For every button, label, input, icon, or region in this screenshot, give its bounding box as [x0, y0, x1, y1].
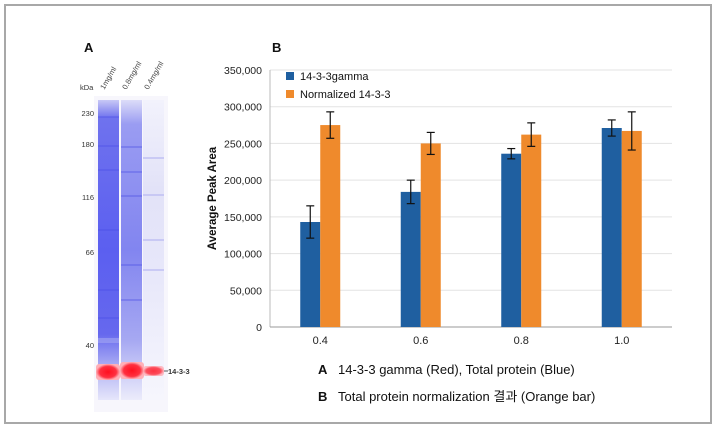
caption-b-text: Total protein normalization 결과 (Orange b… — [338, 389, 596, 404]
bar-normalized — [521, 134, 542, 327]
caption-a: A 14-3-3 gamma (Red), Total protein (Blue… — [318, 362, 575, 377]
bar-gamma — [501, 153, 522, 327]
x-tick-label: 0.8 — [514, 335, 529, 347]
caption-b-letter: B — [318, 389, 328, 404]
bar-normalized — [621, 130, 642, 327]
y-tick-label: 200,000 — [224, 175, 262, 187]
panel-a-letter: A — [84, 40, 94, 55]
y-tick-label: 350,000 — [224, 65, 262, 77]
bar-gamma — [400, 191, 421, 327]
caption-a-letter: A — [318, 362, 328, 377]
panel-b-letter: B — [272, 40, 282, 55]
y-tick-label: 50,000 — [230, 285, 262, 297]
legend-label: 14-3-3gamma — [300, 71, 369, 83]
bar-normalized — [320, 125, 341, 327]
caption-a-text: 14-3-3 gamma (Red), Total protein (Blue) — [338, 362, 575, 377]
y-tick-label: 100,000 — [224, 249, 262, 261]
y-axis-title: Average Peak Area — [207, 146, 219, 250]
band-label-14-3-3: 14-3-3 — [168, 367, 190, 376]
legend-label: Normalized 14-3-3 — [300, 89, 390, 101]
y-tick-label: 150,000 — [224, 212, 262, 224]
kda-label: kDa — [80, 83, 94, 92]
x-tick-label: 0.6 — [413, 335, 428, 347]
y-tick-label: 300,000 — [224, 102, 262, 114]
marker-66: 66 — [85, 248, 94, 257]
legend-swatch — [286, 72, 294, 80]
caption-b: B Total protein normalization 결과 (Orange … — [318, 386, 595, 405]
legend-swatch — [286, 90, 294, 98]
y-tick-label: 250,000 — [224, 138, 262, 150]
bar-gamma — [601, 128, 622, 327]
marker-180: 180 — [81, 140, 94, 149]
bar-gamma — [300, 221, 321, 327]
x-tick-label: 0.4 — [313, 335, 328, 347]
bar-normalized — [420, 143, 441, 327]
y-tick-label: 0 — [256, 322, 262, 334]
x-tick-label: 1.0 — [614, 335, 629, 347]
marker-40: 40 — [85, 341, 94, 350]
marker-230: 230 — [81, 109, 94, 118]
marker-116: 116 — [82, 193, 94, 202]
